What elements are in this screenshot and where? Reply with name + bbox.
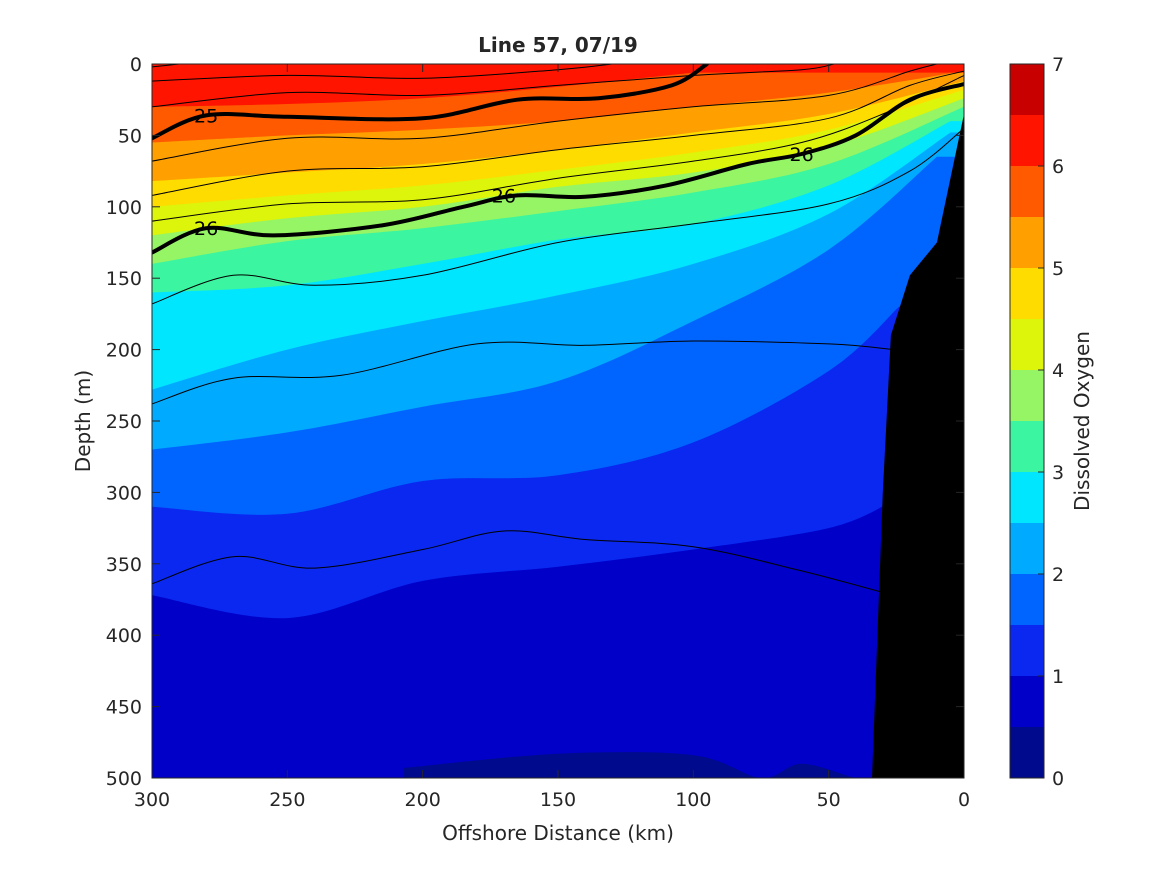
- land-mask-shape: [872, 114, 964, 778]
- density-contour-labels: 25 26 26 26: [194, 105, 814, 240]
- colorbar-band-5: [1010, 472, 1044, 523]
- colorbar-tick-label-6: 6: [1052, 156, 1064, 178]
- density-contour-5: [152, 64, 938, 162]
- colorbar-band-11: [1010, 166, 1044, 217]
- density-contour-lines: [152, 64, 964, 593]
- y-tick-label-10: 500: [106, 768, 142, 790]
- density-contour-6: [152, 70, 964, 196]
- density-contour-1: [152, 82, 964, 255]
- colorbar-tick-label-2: 2: [1052, 564, 1064, 586]
- colorbar-band-12: [1010, 115, 1044, 166]
- colorbar-band-7: [1010, 370, 1044, 421]
- y-tick-label-7: 350: [106, 554, 142, 576]
- colorbar-band-3: [1010, 574, 1044, 625]
- colorbar-band-2: [1010, 625, 1044, 676]
- colorbar-frame: [1009, 63, 1045, 779]
- colorbar-tick-label-5: 5: [1052, 258, 1064, 280]
- colorbar: [1010, 64, 1044, 778]
- colorbar-band-4: [1010, 523, 1044, 574]
- x-tick-label-4: 100: [675, 789, 711, 811]
- y-axis: 0 50 100 150 200 250 300 350 400 450 500: [106, 54, 964, 790]
- y-tick-label-2: 100: [106, 197, 142, 219]
- y-tick-label-4: 200: [106, 340, 142, 362]
- x-tick-label-0: 300: [134, 789, 170, 811]
- y-tick-label-8: 400: [106, 625, 142, 647]
- density-contour-9: [152, 340, 895, 405]
- x-tick-label-3: 150: [540, 789, 576, 811]
- density-contour-4: [152, 64, 835, 108]
- plot-area: [152, 64, 964, 778]
- colorbar-tick-label-1: 1: [1052, 666, 1064, 688]
- y-tick-label-3: 150: [106, 268, 142, 290]
- density-contour-8: [152, 127, 964, 305]
- oxygen-filled-contours: [152, 64, 964, 778]
- density-contour-7: [152, 74, 964, 222]
- colorbar-tick-label-0: 0: [1052, 768, 1064, 790]
- contour-label-26-1: 26: [492, 185, 516, 207]
- contour-label-26-0: 26: [194, 218, 218, 240]
- density-contour-10: [152, 530, 884, 593]
- y-tick-label-0: 0: [130, 54, 142, 76]
- colorbar-band-9: [1010, 268, 1044, 319]
- contour-label-25-0: 25: [194, 105, 218, 127]
- x-axis: 300 250 200 150 100 50 0: [134, 64, 970, 811]
- colorbar-band-10: [1010, 217, 1044, 268]
- density-contour-0: [152, 64, 709, 141]
- density-contour-3: [152, 64, 613, 82]
- colorbar-band-0: [1010, 727, 1044, 778]
- colorbar-tick-label-4: 4: [1052, 360, 1064, 382]
- x-tick-label-6: 0: [958, 789, 970, 811]
- colorbar-ticks: 0 1 2 3 4 5 6 7: [1038, 54, 1064, 790]
- colorbar-band-1: [1010, 676, 1044, 727]
- y-tick-label-6: 300: [106, 482, 142, 504]
- y-axis-label: Depth (m): [71, 370, 95, 472]
- land-mask: [872, 114, 964, 778]
- colorbar-band-8: [1010, 319, 1044, 370]
- x-tick-label-5: 50: [817, 789, 841, 811]
- y-tick-label-9: 450: [106, 697, 142, 719]
- oxygen-band-0: [403, 752, 872, 778]
- colorbar-label: Dissolved Oxygen: [1070, 331, 1094, 511]
- colorbar-tick-label-7: 7: [1052, 54, 1064, 76]
- chart-title: Line 57, 07/19: [478, 33, 638, 57]
- x-tick-label-2: 200: [405, 789, 441, 811]
- x-tick-label-1: 250: [269, 789, 305, 811]
- y-tick-label-5: 250: [106, 411, 142, 433]
- y-tick-label-1: 50: [118, 125, 142, 147]
- colorbar-tick-label-3: 3: [1052, 462, 1064, 484]
- colorbar-band-13: [1010, 64, 1044, 115]
- contour-label-26-2: 26: [790, 144, 814, 166]
- colorbar-band-6: [1010, 421, 1044, 472]
- x-axis-label: Offshore Distance (km): [442, 821, 674, 845]
